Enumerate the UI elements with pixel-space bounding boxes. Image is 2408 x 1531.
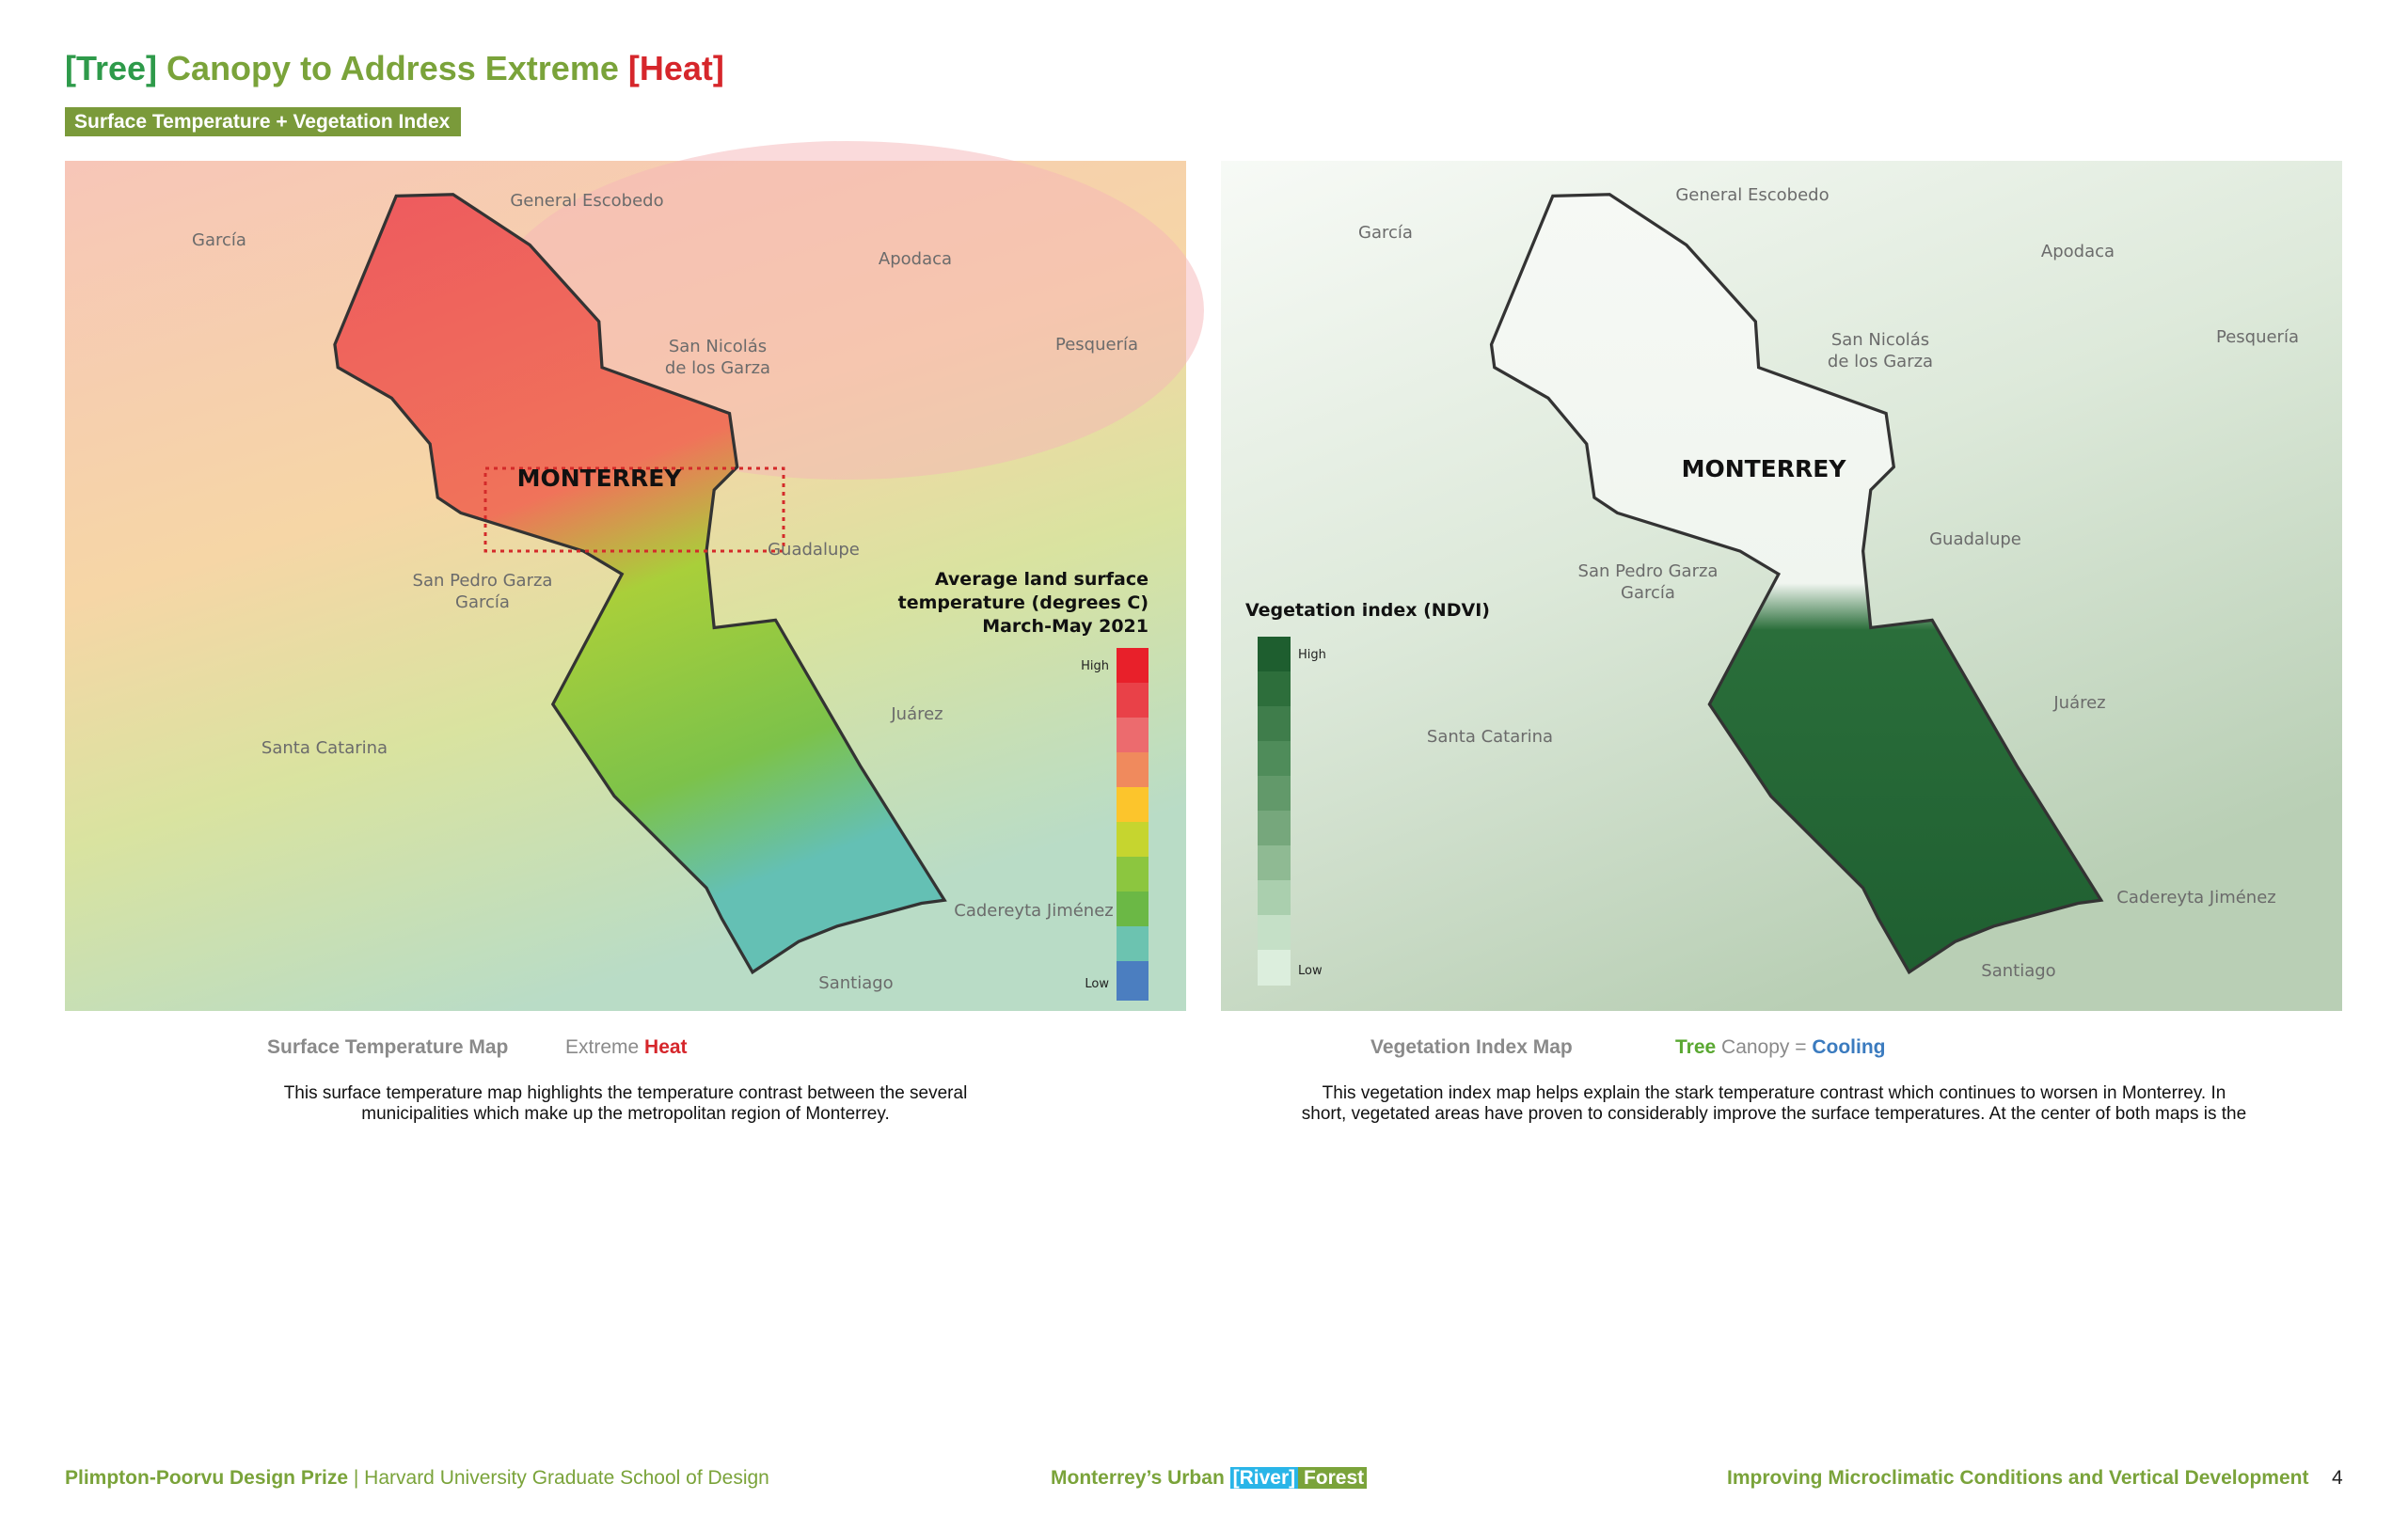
place: San Nicolás: [669, 337, 767, 356]
place: San Pedro Garza: [1578, 561, 1719, 581]
footer-school: | Harvard University Graduate School of …: [348, 1467, 769, 1489]
footer-forest: Forest: [1298, 1467, 1368, 1489]
legend-title: Average land surface: [935, 569, 1149, 590]
caption-tree: Tree: [1675, 1036, 1717, 1058]
legend-swatch: [1258, 880, 1291, 915]
place: Santiago: [818, 973, 893, 993]
legend-swatch: [1117, 857, 1149, 892]
left-labels: General Escobedo García Apodaca San Nico…: [192, 191, 1149, 1001]
legend-low: Low: [1085, 977, 1109, 991]
footer-prize: Plimpton-Poorvu Design Prize: [65, 1467, 349, 1489]
footer-subtitle: Improving Microclimatic Conditions and V…: [1727, 1467, 2309, 1489]
tag: Surface Temperature + Vegetation Index: [65, 107, 461, 136]
place: Santa Catarina: [1427, 727, 1553, 747]
place: Guadalupe: [1929, 529, 2021, 549]
place: Pesquería: [1055, 335, 1138, 355]
title-tree: [Tree]: [65, 49, 158, 87]
legend-swatch: [1258, 741, 1291, 776]
caption-note: Extreme Heat: [565, 1036, 688, 1059]
place: Cadereyta Jiménez: [2116, 888, 2276, 908]
place: San Nicolás: [1831, 330, 1929, 350]
place: Apodaca: [2041, 242, 2115, 261]
description-line: municipalities which make up the metropo…: [361, 1104, 890, 1124]
title-heat: [Heat]: [627, 49, 724, 87]
legend-swatch: [1117, 892, 1149, 926]
legend-swatch: [1117, 926, 1149, 961]
legend-title: temperature (degrees C): [898, 592, 1149, 613]
legend-title: March-May 2021: [982, 616, 1149, 637]
description-line: short, vegetated areas have proven to co…: [1301, 1104, 2247, 1124]
caption-note: Tree Canopy = Cooling: [1675, 1036, 1886, 1059]
city: MONTERREY: [517, 465, 683, 492]
place: Cadereyta Jiménez: [954, 901, 1114, 921]
place: Pesquería: [2216, 327, 2299, 347]
place: Apodaca: [879, 249, 952, 269]
description-line: This vegetation index map helps explain …: [1322, 1083, 2226, 1103]
legend-swatch: [1117, 961, 1149, 1001]
title-middle: Canopy to Address Extreme: [157, 49, 628, 87]
footer-center: Monterrey’s Urban [River] Forest: [1051, 1467, 1368, 1490]
caption-extra: Extreme: [565, 1036, 645, 1058]
footer-project: Monterrey’s Urban: [1051, 1467, 1230, 1489]
right-labels: General Escobedo García Apodaca San Nico…: [1245, 185, 2299, 986]
legend-swatch: [1117, 718, 1149, 752]
legend-swatch: [1117, 822, 1149, 857]
legend-swatch: [1117, 752, 1149, 787]
footer-river: [River]: [1229, 1467, 1299, 1489]
legend-swatch: [1258, 706, 1291, 741]
title: [Tree] Canopy to Address Extreme [Heat]: [65, 49, 724, 88]
caption-equals: Canopy =: [1716, 1036, 1813, 1058]
footer-left: Plimpton-Poorvu Design Prize | Harvard U…: [65, 1467, 769, 1490]
place: General Escobedo: [510, 191, 663, 211]
legend-swatch: [1258, 776, 1291, 811]
focus-box: [483, 466, 785, 553]
legend-swatch: [1258, 845, 1291, 880]
legend-title: Vegetation index (NDVI): [1245, 600, 1490, 621]
city: MONTERREY: [1682, 455, 1847, 482]
legend-swatch: [1117, 648, 1149, 683]
caption-cooling: Cooling: [1812, 1036, 1886, 1058]
legend-swatch: [1258, 950, 1291, 986]
place: García: [1621, 583, 1675, 603]
place: de los Garza: [665, 358, 770, 378]
place: García: [455, 592, 510, 612]
legend-swatch: [1258, 915, 1291, 950]
legend-swatch: [1258, 637, 1291, 671]
place: Juárez: [890, 704, 943, 724]
legend-swatch: [1258, 811, 1291, 845]
place: Juárez: [2052, 693, 2105, 713]
legend-swatch: [1258, 671, 1291, 706]
place: Guadalupe: [768, 540, 860, 560]
legend-swatch: [1117, 787, 1149, 822]
place: de los Garza: [1828, 352, 1933, 371]
page-number: 4: [2332, 1467, 2343, 1489]
place: García: [192, 230, 246, 250]
place: Santa Catarina: [261, 738, 388, 758]
place: San Pedro Garza: [413, 571, 553, 591]
legend-high: High: [1081, 659, 1109, 673]
place: General Escobedo: [1675, 185, 1829, 205]
place: García: [1358, 223, 1413, 243]
description: This vegetation index map helps explain …: [1257, 1083, 2291, 1125]
place: Santiago: [1981, 961, 2055, 981]
legend-low: Low: [1298, 964, 1323, 978]
legend-high: High: [1298, 648, 1326, 662]
description: This surface temperature map highlights …: [155, 1083, 1096, 1125]
description-line: This surface temperature map highlights …: [283, 1083, 968, 1103]
caption-heat: Heat: [644, 1036, 688, 1058]
caption: Vegetation Index Map: [1370, 1036, 1573, 1058]
caption: Surface Temperature Map: [267, 1036, 509, 1058]
legend-swatch: [1117, 683, 1149, 718]
